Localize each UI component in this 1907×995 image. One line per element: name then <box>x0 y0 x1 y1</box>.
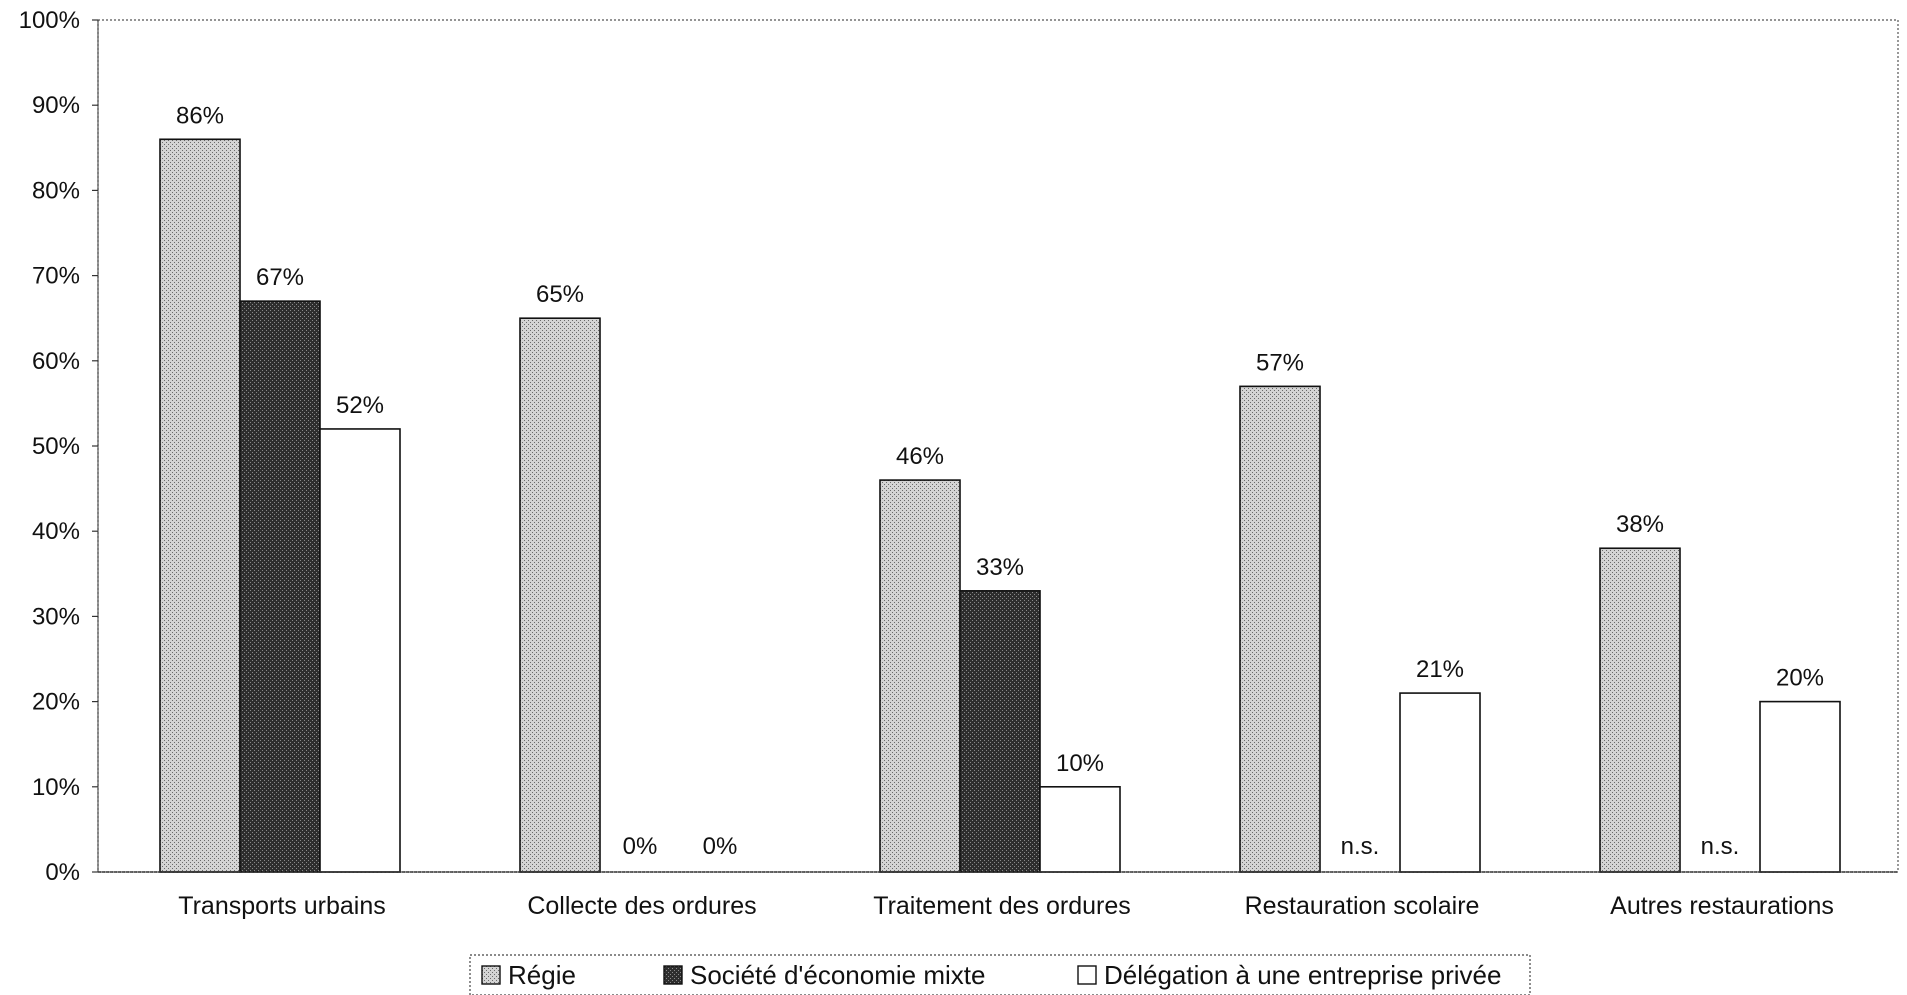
x-category-label: Collecte des ordures <box>527 892 756 920</box>
y-tick-label: 100% <box>19 7 80 34</box>
data-label: 10% <box>1056 750 1104 777</box>
bar-3-4 <box>1399 692 1481 873</box>
bar-1-4 <box>1239 385 1321 873</box>
legend-swatch-2 <box>663 965 683 985</box>
bar-1-1 <box>159 138 241 873</box>
data-label: 33% <box>976 554 1024 581</box>
bar-3-1 <box>319 428 401 873</box>
bar-3-3 <box>1039 785 1121 873</box>
y-tick-label: 40% <box>32 518 80 545</box>
data-label: 57% <box>1256 349 1304 376</box>
bar-1-5 <box>1599 547 1681 873</box>
data-label: 46% <box>896 443 944 470</box>
y-tick-label: 60% <box>32 348 80 375</box>
y-tick-label: 70% <box>32 263 80 290</box>
y-tick-label: 30% <box>32 603 80 630</box>
y-tick-label: 80% <box>32 177 80 204</box>
x-category-label: Restauration scolaire <box>1245 892 1480 920</box>
legend-swatch-3 <box>1077 965 1097 985</box>
data-label: 0% <box>623 833 658 860</box>
legend-label-3: Délégation à une entreprise privée <box>1104 960 1501 990</box>
y-tick-label: 20% <box>32 689 80 716</box>
y-tick-label: 10% <box>32 774 80 801</box>
data-label: 52% <box>336 392 384 419</box>
x-category-label: Traitement des ordures <box>873 892 1131 920</box>
legend-label-2: Société d'économie mixte <box>690 960 985 990</box>
data-label: n.s. <box>1701 833 1740 860</box>
data-label: 0% <box>703 833 738 860</box>
legend-box <box>469 954 1531 995</box>
data-label: 86% <box>176 102 224 129</box>
data-label: n.s. <box>1341 833 1380 860</box>
bar-1-3 <box>879 479 961 873</box>
y-tick-label: 90% <box>32 92 80 119</box>
legend-label-1: Régie <box>508 960 576 990</box>
legend-swatch-1 <box>481 965 501 985</box>
y-tick-label: 50% <box>32 433 80 460</box>
data-label: 21% <box>1416 656 1464 683</box>
x-category-label: Transports urbains <box>178 892 386 920</box>
bar-2-3 <box>959 590 1041 873</box>
bar-2-1 <box>239 300 321 873</box>
data-label: 67% <box>256 264 304 291</box>
data-label: 65% <box>536 281 584 308</box>
y-tick-label: 0% <box>45 859 80 886</box>
bar-1-2 <box>519 317 601 873</box>
data-label: 20% <box>1776 665 1824 692</box>
data-label: 38% <box>1616 511 1664 538</box>
x-category-label: Autres restaurations <box>1610 892 1834 920</box>
bar-3-5 <box>1759 700 1841 873</box>
